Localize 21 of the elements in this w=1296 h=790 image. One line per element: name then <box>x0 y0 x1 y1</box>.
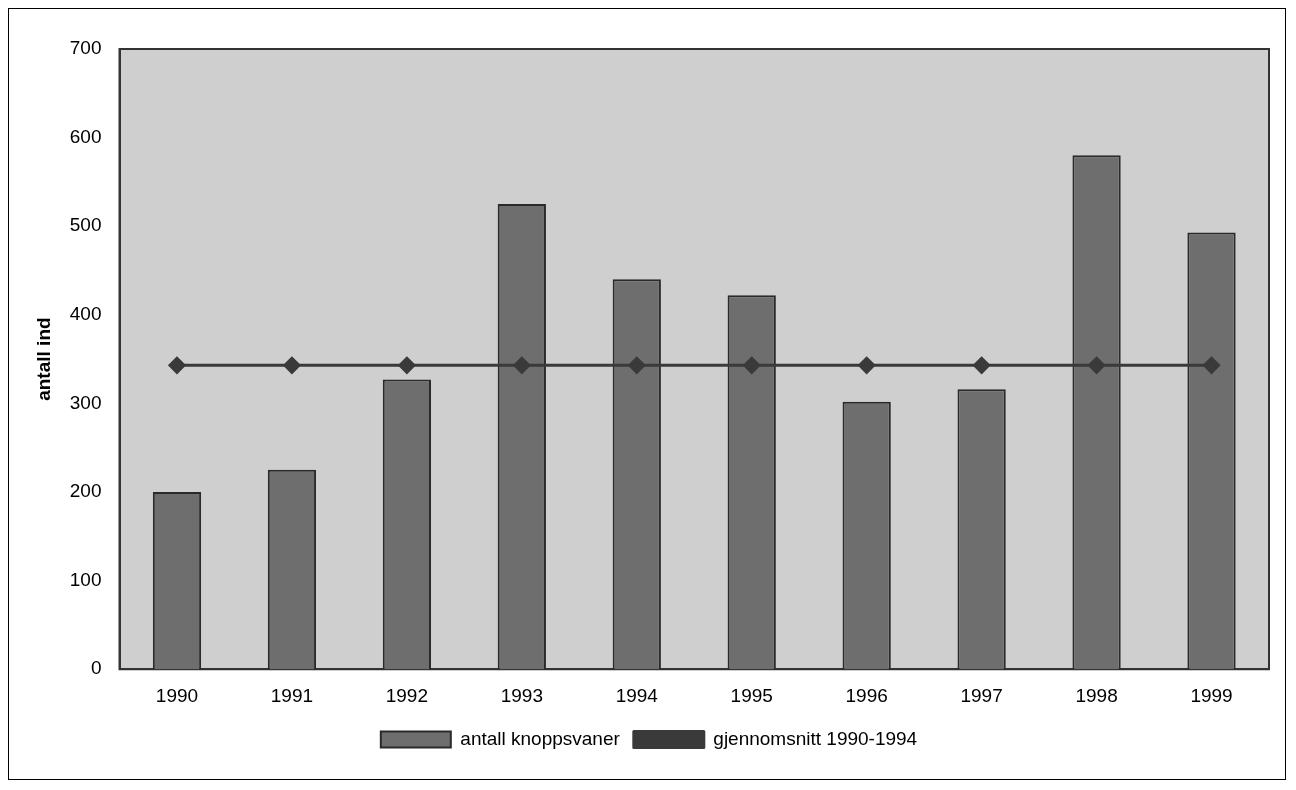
x-tick-label: 1994 <box>615 684 659 706</box>
x-tick-label: 1993 <box>500 684 543 706</box>
x-tick-label: 1996 <box>845 684 888 706</box>
y-tick-label: 200 <box>69 480 102 502</box>
x-tick-label: 1999 <box>1190 684 1233 706</box>
y-tick-label: 300 <box>69 391 102 413</box>
y-tick-label: 500 <box>69 214 102 236</box>
x-tick-label: 1990 <box>155 684 199 706</box>
x-tick-label: 1992 <box>385 684 429 706</box>
legend-label: gjennomsnitt 1990-1994 <box>713 727 918 749</box>
x-tick-label: 1991 <box>270 684 314 706</box>
y-tick-label: 0 <box>90 657 102 679</box>
x-tick-label: 1995 <box>730 684 773 706</box>
y-tick-label: 100 <box>69 568 102 590</box>
y-tick-label: 400 <box>69 303 102 325</box>
y-axis-title: antall ind <box>32 317 54 401</box>
x-tick-label: 1998 <box>1075 684 1118 706</box>
y-tick-label: 700 <box>69 37 102 59</box>
x-tick-label: 1997 <box>960 684 1003 706</box>
y-tick-label: 600 <box>69 125 102 147</box>
legend-label: antall knoppsvaner <box>460 727 621 749</box>
